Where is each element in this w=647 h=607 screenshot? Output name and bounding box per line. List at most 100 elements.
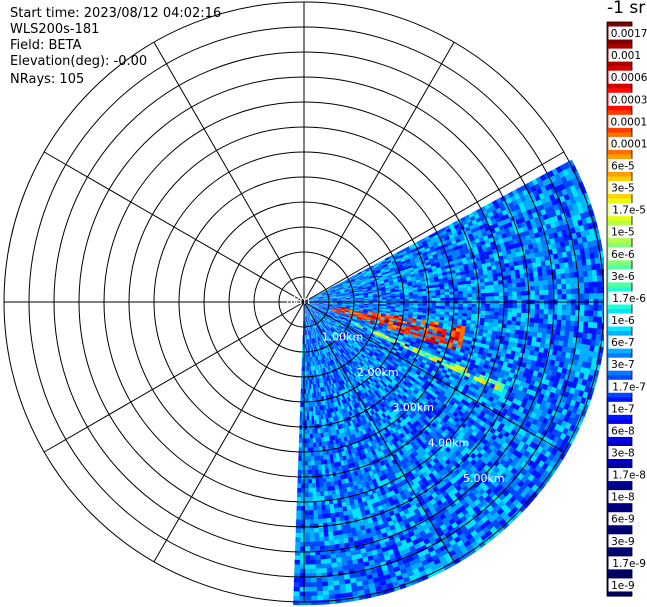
radar-cell [390,288,395,291]
radar-cell [521,295,527,300]
radar-cell [568,336,574,343]
radar-cell [370,283,376,287]
radar-cell [459,268,465,273]
radar-cell [470,276,476,281]
radar-cell [377,304,383,306]
radar-cell [447,257,454,263]
radar-cell [395,258,401,263]
radar-cell [508,261,515,267]
radar-cell [575,213,582,221]
radar-cell [543,289,549,296]
radar-cell [345,307,351,309]
radar-cell [421,315,427,319]
radar-cell [563,206,570,214]
radar-cell [461,277,467,282]
radar-cell [440,295,446,299]
radar-cell [512,291,518,296]
radar-cell [542,275,548,281]
radar-cell [332,303,338,305]
radar-cell [434,278,440,283]
radar-cell [435,305,441,309]
radar-cell [345,293,351,295]
radar-cell [321,290,326,294]
radar-cell [385,290,391,293]
radar-cell [341,306,346,309]
radar-cell [406,260,412,265]
radar-cell [544,255,550,261]
radar-cell [588,310,594,317]
radar-cell [433,273,439,278]
radar-cell [441,271,448,276]
radar-cell [525,234,532,241]
radar-cell [365,268,371,273]
radar-cell [373,302,378,305]
radar-cell [317,293,322,296]
radar-cell [558,171,566,179]
radar-cell [413,296,419,299]
radar-cell [416,239,422,245]
radar-cell [499,229,506,235]
radar-cell [565,211,572,219]
radar-cell [448,223,455,229]
radar-cell [511,320,517,326]
radar-cell [576,254,582,262]
radar-cell [511,278,517,284]
radar-cell [574,320,580,327]
radar-cell [380,268,386,273]
radar-cell [553,204,560,211]
radar-cell [436,267,442,272]
radar-cell [336,305,342,307]
radar-cell [543,218,551,226]
radar-cell [322,295,328,297]
radar-cell [546,200,554,208]
radar-cell [383,265,389,270]
radar-cell [484,314,490,319]
radar-cell [399,270,405,274]
radar-cell [353,288,359,291]
radar-cell [554,237,560,244]
radar-cell [407,252,413,257]
radar-cell [363,296,369,298]
radar-cell [484,254,490,260]
radar-cell [577,219,584,227]
radar-cell [578,276,585,283]
radar-cell [408,305,414,308]
radar-cell [356,281,361,285]
radar-cell [510,329,516,334]
radar-cell [457,312,463,317]
radar-cell [337,282,342,286]
radar-cell [403,288,409,292]
radar-cell [592,275,598,283]
radar-cell [405,272,411,277]
radar-cell [593,251,600,259]
radar-cell [467,233,474,239]
radar-cell [318,296,323,298]
radar-cell [465,273,471,278]
radar-cell [556,214,563,221]
radar-cell [390,313,395,316]
radar-cell [371,270,377,275]
radar-cell [375,285,381,289]
radar-cell [435,295,441,299]
radar-cell [506,275,512,280]
radar-cell [313,295,318,298]
radar-cell [419,276,425,280]
radar-cell [376,270,382,274]
radar-cell [426,250,432,255]
radar-cell [504,227,511,234]
radar-cell [452,321,458,326]
radar-cell [493,315,499,320]
radar-cell [555,166,563,174]
radar-cell [391,274,397,278]
radar-cell [353,274,359,278]
radar-cell [538,285,544,291]
radar-cell [309,297,314,300]
radar-cell [470,279,476,284]
radar-cell [453,306,459,310]
radar-cell [559,330,566,337]
radar-cell [393,254,399,259]
radar-cell [413,309,418,313]
radar-cell [553,258,560,265]
radar-cell [332,304,338,305]
radar-cell [525,308,531,314]
